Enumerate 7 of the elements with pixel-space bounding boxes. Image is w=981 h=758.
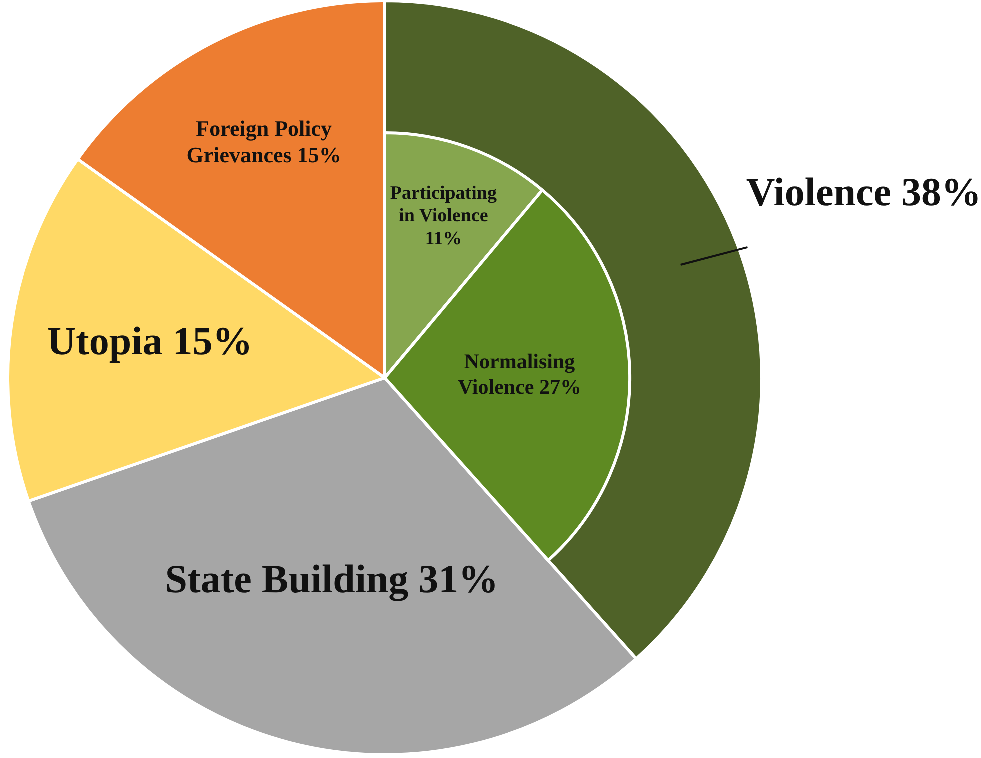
slice-label: Violence 38% [746, 169, 981, 214]
slice-label: Utopia 15% [47, 318, 253, 364]
slice-label: State Building 31% [165, 556, 499, 602]
slice-label: Normalising Violence 27% [458, 350, 582, 399]
slice-label: Foreign Policy Grievances 15% [186, 116, 342, 168]
slice-label: Participating in Violence [390, 182, 498, 227]
data-label: 11% [425, 228, 462, 250]
